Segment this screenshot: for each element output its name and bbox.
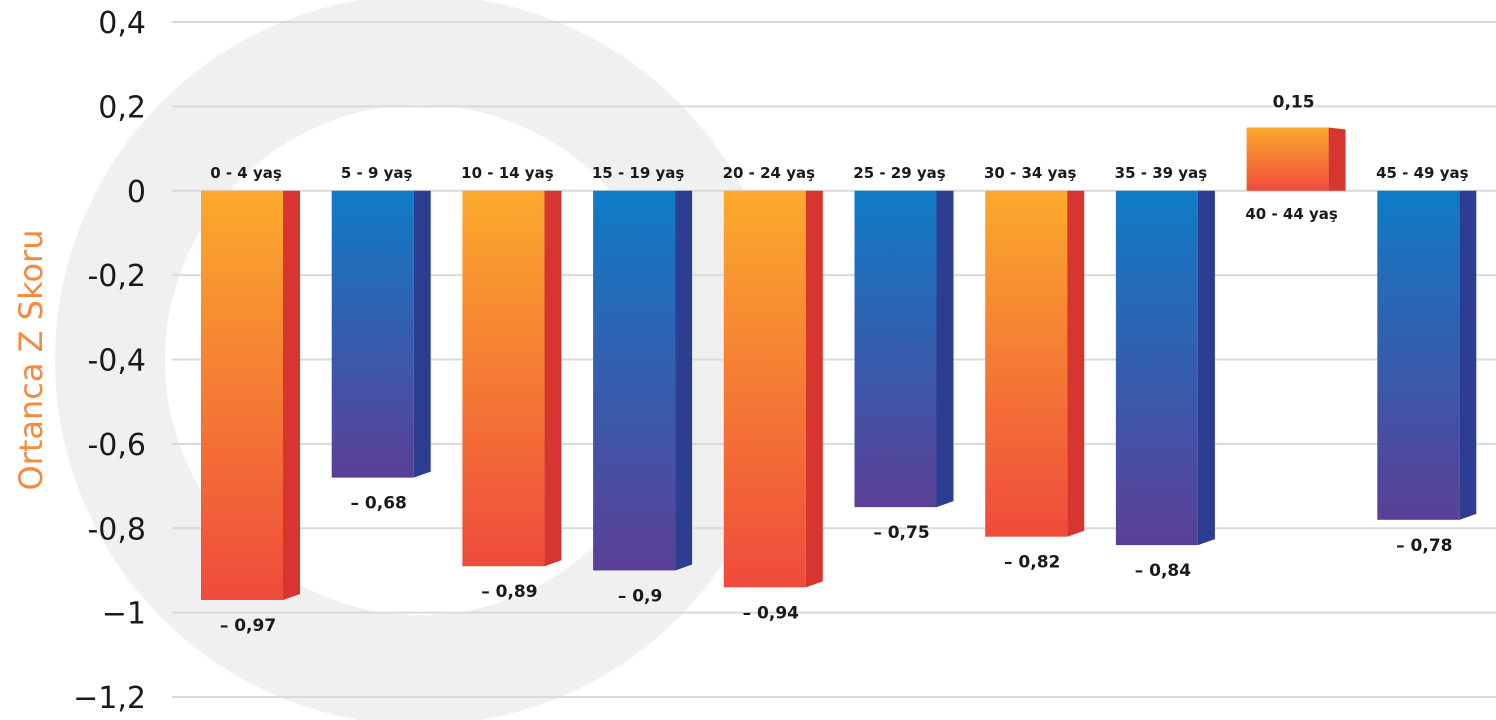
- category-label: 45 - 49 yaş: [1376, 164, 1469, 182]
- y-axis-ticks: 0,4 0,2 0 -0,2 -0,4 -0,6 -0,8 −1 −1,2: [73, 6, 146, 716]
- value-label: – 0,78: [1396, 536, 1452, 556]
- y-tick-label: -0,2: [87, 259, 146, 294]
- category-label: 10 - 14 yaş: [461, 164, 554, 182]
- bar-side: [805, 190, 823, 588]
- category-label: 35 - 39 yaş: [1115, 164, 1208, 182]
- y-tick-label: -0,4: [87, 344, 146, 379]
- bar-side: [413, 190, 431, 478]
- category-label: 25 - 29 yaş: [853, 164, 946, 182]
- value-label: – 0,94: [743, 603, 800, 623]
- bar-side: [544, 190, 562, 567]
- bar-side: [936, 190, 954, 508]
- bar: [723, 190, 806, 588]
- bar: [985, 190, 1068, 537]
- bar: [462, 190, 545, 567]
- bar-side: [675, 190, 693, 571]
- value-label: – 0,9: [618, 586, 663, 606]
- value-label: – 0,82: [1004, 553, 1060, 573]
- y-tick-label: 0,4: [98, 6, 146, 41]
- y-tick-label: −1,2: [73, 681, 146, 716]
- category-label: 0 - 4 yaş: [210, 164, 282, 182]
- value-label: – 0,89: [481, 582, 537, 602]
- y-tick-label: -0,6: [87, 428, 146, 463]
- category-label: 30 - 34 yaş: [984, 164, 1077, 182]
- bar: [1115, 190, 1198, 546]
- y-tick-label: -0,8: [87, 512, 146, 547]
- category-label: 40 - 44 yaş: [1245, 205, 1338, 223]
- bar: [1246, 127, 1329, 191]
- value-label: – 0,84: [1135, 561, 1192, 581]
- bar: [593, 190, 676, 571]
- y-axis-label: Ortanca Z Skoru: [12, 230, 50, 491]
- value-label: 0,15: [1273, 92, 1315, 112]
- bar-side: [1067, 190, 1085, 537]
- bar-side: [283, 190, 300, 600]
- y-tick-label: −1: [102, 597, 146, 632]
- value-labels: – 0,97 – 0,68 – 0,89 – 0,9 – 0,94 – 0,75 – 0,8…: [220, 92, 1453, 636]
- bar: [1377, 190, 1460, 520]
- bar: [854, 190, 937, 508]
- value-label: – 0,68: [351, 494, 407, 514]
- bar: [201, 190, 283, 600]
- category-label: 15 - 19 yaş: [592, 164, 685, 182]
- bar: [331, 190, 414, 478]
- bar-side: [1459, 190, 1477, 520]
- value-label: – 0,75: [873, 523, 929, 543]
- category-label: 20 - 24 yaş: [723, 164, 816, 182]
- y-tick-label: 0: [127, 175, 146, 210]
- category-labels: 0 - 4 yaş 5 - 9 yaş 10 - 14 yaş 15 - 19 yaş…: [210, 164, 1468, 223]
- bars: [201, 127, 1477, 600]
- y-tick-label: 0,2: [98, 90, 146, 125]
- bar-side: [1197, 190, 1215, 546]
- bar-side: [1328, 127, 1346, 191]
- value-label: – 0,97: [220, 616, 276, 636]
- category-label: 5 - 9 yaş: [341, 164, 413, 182]
